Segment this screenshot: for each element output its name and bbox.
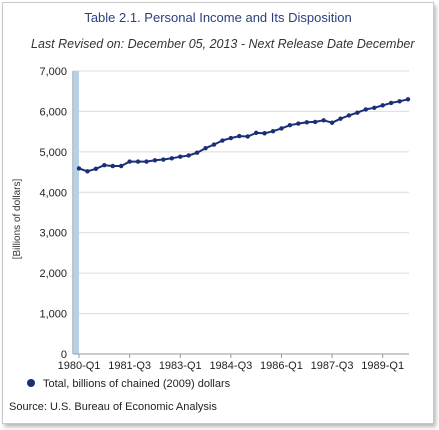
legend-label: Total, billions of chained (2009) dollar…: [43, 378, 231, 390]
data-point[interactable]: [262, 131, 267, 136]
y-axis-label: [Billions of dollars]: [12, 178, 23, 259]
legend-marker-icon: [27, 379, 35, 388]
line-chart: 0 1,000 2,000 3,000 4,000 5,000 6,000 7,000 198…: [12, 66, 411, 372]
y-tick-label: 5,000: [39, 147, 67, 159]
chart-subtitle: Last Revised on: December 05, 2013 - Nex…: [31, 37, 415, 51]
data-point[interactable]: [296, 121, 301, 126]
x-tick-label: 1980-Q1: [58, 360, 101, 372]
data-point[interactable]: [102, 162, 107, 168]
data-point[interactable]: [329, 120, 335, 125]
data-point[interactable]: [245, 134, 250, 139]
data-point[interactable]: [380, 103, 385, 108]
x-tick-label: 1983-Q1: [159, 360, 202, 372]
data-point[interactable]: [135, 159, 141, 164]
data-point[interactable]: [169, 156, 174, 161]
data-point[interactable]: [397, 99, 402, 104]
x-tick-label: 1981-Q3: [108, 360, 151, 372]
data-point[interactable]: [85, 169, 90, 174]
data-point[interactable]: [355, 110, 360, 115]
data-point[interactable]: [388, 100, 394, 106]
data-point[interactable]: [194, 150, 200, 155]
data-point[interactable]: [279, 126, 284, 131]
data-point[interactable]: [152, 158, 158, 163]
series-line: [78, 98, 409, 173]
y-tick-label: 4,000: [39, 187, 67, 199]
chart-frame: Table 2.1. Personal Income and Its Dispo…: [2, 2, 434, 424]
x-tick-label: 1984-Q3: [209, 360, 252, 372]
source-note: Source: U.S. Bureau of Economic Analysis: [9, 401, 217, 413]
data-point[interactable]: [127, 159, 132, 164]
data-point[interactable]: [118, 163, 124, 169]
data-point[interactable]: [228, 135, 234, 141]
data-point[interactable]: [203, 146, 208, 151]
x-tick-label: 1989-Q1: [361, 360, 404, 372]
chart-title: Table 2.1. Personal Income and Its Dispo…: [84, 10, 352, 25]
data-point[interactable]: [363, 107, 369, 112]
data-point[interactable]: [237, 133, 242, 139]
data-point[interactable]: [76, 166, 82, 171]
y-tick-label: 0: [61, 349, 67, 361]
highlight-band: [72, 71, 79, 354]
data-point[interactable]: [304, 120, 309, 125]
data-point[interactable]: [287, 122, 293, 128]
data-point[interactable]: [211, 142, 217, 147]
x-tick-label: 1987-Q3: [311, 360, 354, 372]
data-point[interactable]: [161, 157, 166, 162]
data-point[interactable]: [220, 138, 225, 143]
data-point[interactable]: [110, 163, 115, 169]
y-tick-label: 2,000: [39, 268, 67, 280]
y-tick-label: 1,000: [39, 309, 67, 321]
data-point[interactable]: [338, 116, 343, 121]
data-point[interactable]: [253, 130, 259, 136]
y-tick-label: 7,000: [39, 66, 67, 78]
data-point[interactable]: [270, 129, 276, 134]
data-point[interactable]: [93, 166, 99, 172]
x-tick-label: 1986-Q1: [260, 360, 303, 372]
data-point[interactable]: [346, 113, 352, 118]
data-point[interactable]: [144, 159, 149, 164]
y-tick-label: 6,000: [39, 106, 67, 118]
legend[interactable]: Total, billions of chained (2009) dollar…: [27, 378, 230, 390]
data-point[interactable]: [178, 154, 183, 159]
data-point[interactable]: [372, 105, 377, 110]
data-point[interactable]: [186, 153, 191, 158]
data-point[interactable]: [321, 118, 326, 123]
y-tick-label: 3,000: [39, 228, 67, 240]
data-point[interactable]: [313, 119, 318, 125]
data-point[interactable]: [405, 97, 411, 102]
